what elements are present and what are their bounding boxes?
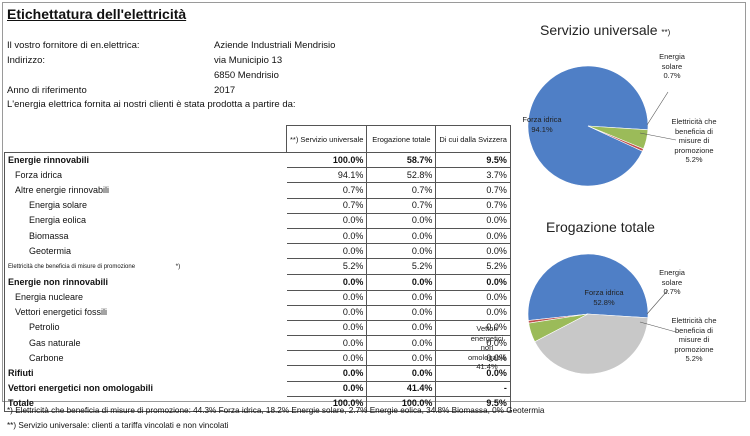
pie1-label-solar: Energia solare 0.7% <box>659 52 685 80</box>
chart2-title: Erogazione totale <box>546 219 655 235</box>
table-row: Rifiuti 0.0% 0.0% 0.0% <box>4 365 511 382</box>
table-row: Geotermia 0.0% 0.0% 0.0% <box>4 243 511 260</box>
page-title: Etichettatura dell'elettricità <box>7 6 187 22</box>
chart1-title: Servizio universale **) <box>540 22 671 38</box>
table-row: Energie rinnovabili 100.0% 58.7% 9.5% <box>4 151 511 169</box>
table-row: Energie non rinnovabili 0.0% 0.0% 0.0% <box>4 274 511 291</box>
footnote-promotion: *) Elettricità che beneficia di misure d… <box>7 406 545 415</box>
pie2-label-nonhom: Vettori energetici non omologabili 41.4% <box>468 324 506 371</box>
supplier-value: Aziende Industriali Mendrisio <box>214 40 336 51</box>
table-row: Altre energie rinnovabili 0.7% 0.7% 0.7% <box>4 182 511 199</box>
chart1-title-marker: **) <box>661 28 671 37</box>
energy-table: **) Servizio universale Erogazione total… <box>4 125 511 413</box>
table-row: Elettricità che beneficia di misure di p… <box>4 258 511 276</box>
pie2-label-hydro: Forza idrica 52.8% <box>584 288 624 307</box>
year-label: Anno di riferimento <box>7 85 87 96</box>
table-row: Energia nucleare 0.0% 0.0% 0.0% <box>4 289 511 306</box>
header-erogazione-totale: Erogazione totale <box>366 125 437 153</box>
table-row: Gas naturale 0.0% 0.0% 0.0% <box>4 335 511 352</box>
table-row: Petrolio 0.0% 0.0% 0.0% <box>4 319 511 337</box>
header-svizzera: Di cui dalla Svizzera <box>435 125 511 153</box>
table-row: Vettori energetici non omologabili 0.0% … <box>4 380 511 397</box>
table-row: Forza idrica 94.1% 52.8% 3.7% <box>4 167 511 184</box>
promo-row-label: Elettricità che beneficia di misure di p… <box>8 264 136 271</box>
table-row: Carbone 0.0% 0.0% 0.0% <box>4 350 511 367</box>
footnote-servizio: **) Servizio universale: clienti a tarif… <box>7 421 229 430</box>
pie1-label-promo: Elettricità che beneficia di misure di p… <box>671 117 717 164</box>
table-header-row: **) Servizio universale Erogazione total… <box>5 125 511 153</box>
supplier-label: Il vostro fornitore di en.elettrica: <box>7 40 140 51</box>
intro-text: L'energia elettrica fornita ai nostri cl… <box>7 99 296 110</box>
address-label: Indirizzo: <box>7 55 46 66</box>
pie2-label-solar: Energia solare 0.7% <box>659 268 685 296</box>
pie1-label-hydro: Forza idrica 94.1% <box>522 115 562 134</box>
pie2-label-promo: Elettricità che beneficia di misure di p… <box>671 316 717 363</box>
table-row: Vettori energetici fossili 0.0% 0.0% 0.0… <box>4 304 511 321</box>
address-city: 6850 Mendrisio <box>214 70 279 81</box>
table-row: Energia solare 0.7% 0.7% 0.7% <box>4 197 511 214</box>
header-servizio-universale: **) Servizio universale <box>285 125 368 153</box>
table-row: Biomassa 0.0% 0.0% 0.0% <box>4 227 511 245</box>
address-street: via Municipio 13 <box>214 55 283 66</box>
table-row: Energia eolica 0.0% 0.0% 0.0% <box>4 212 511 229</box>
table-row-total: Totale 100.0% 100.0% 9.5% <box>4 395 511 413</box>
promo-row-marker: *) <box>175 263 181 271</box>
year-value: 2017 <box>214 85 236 96</box>
